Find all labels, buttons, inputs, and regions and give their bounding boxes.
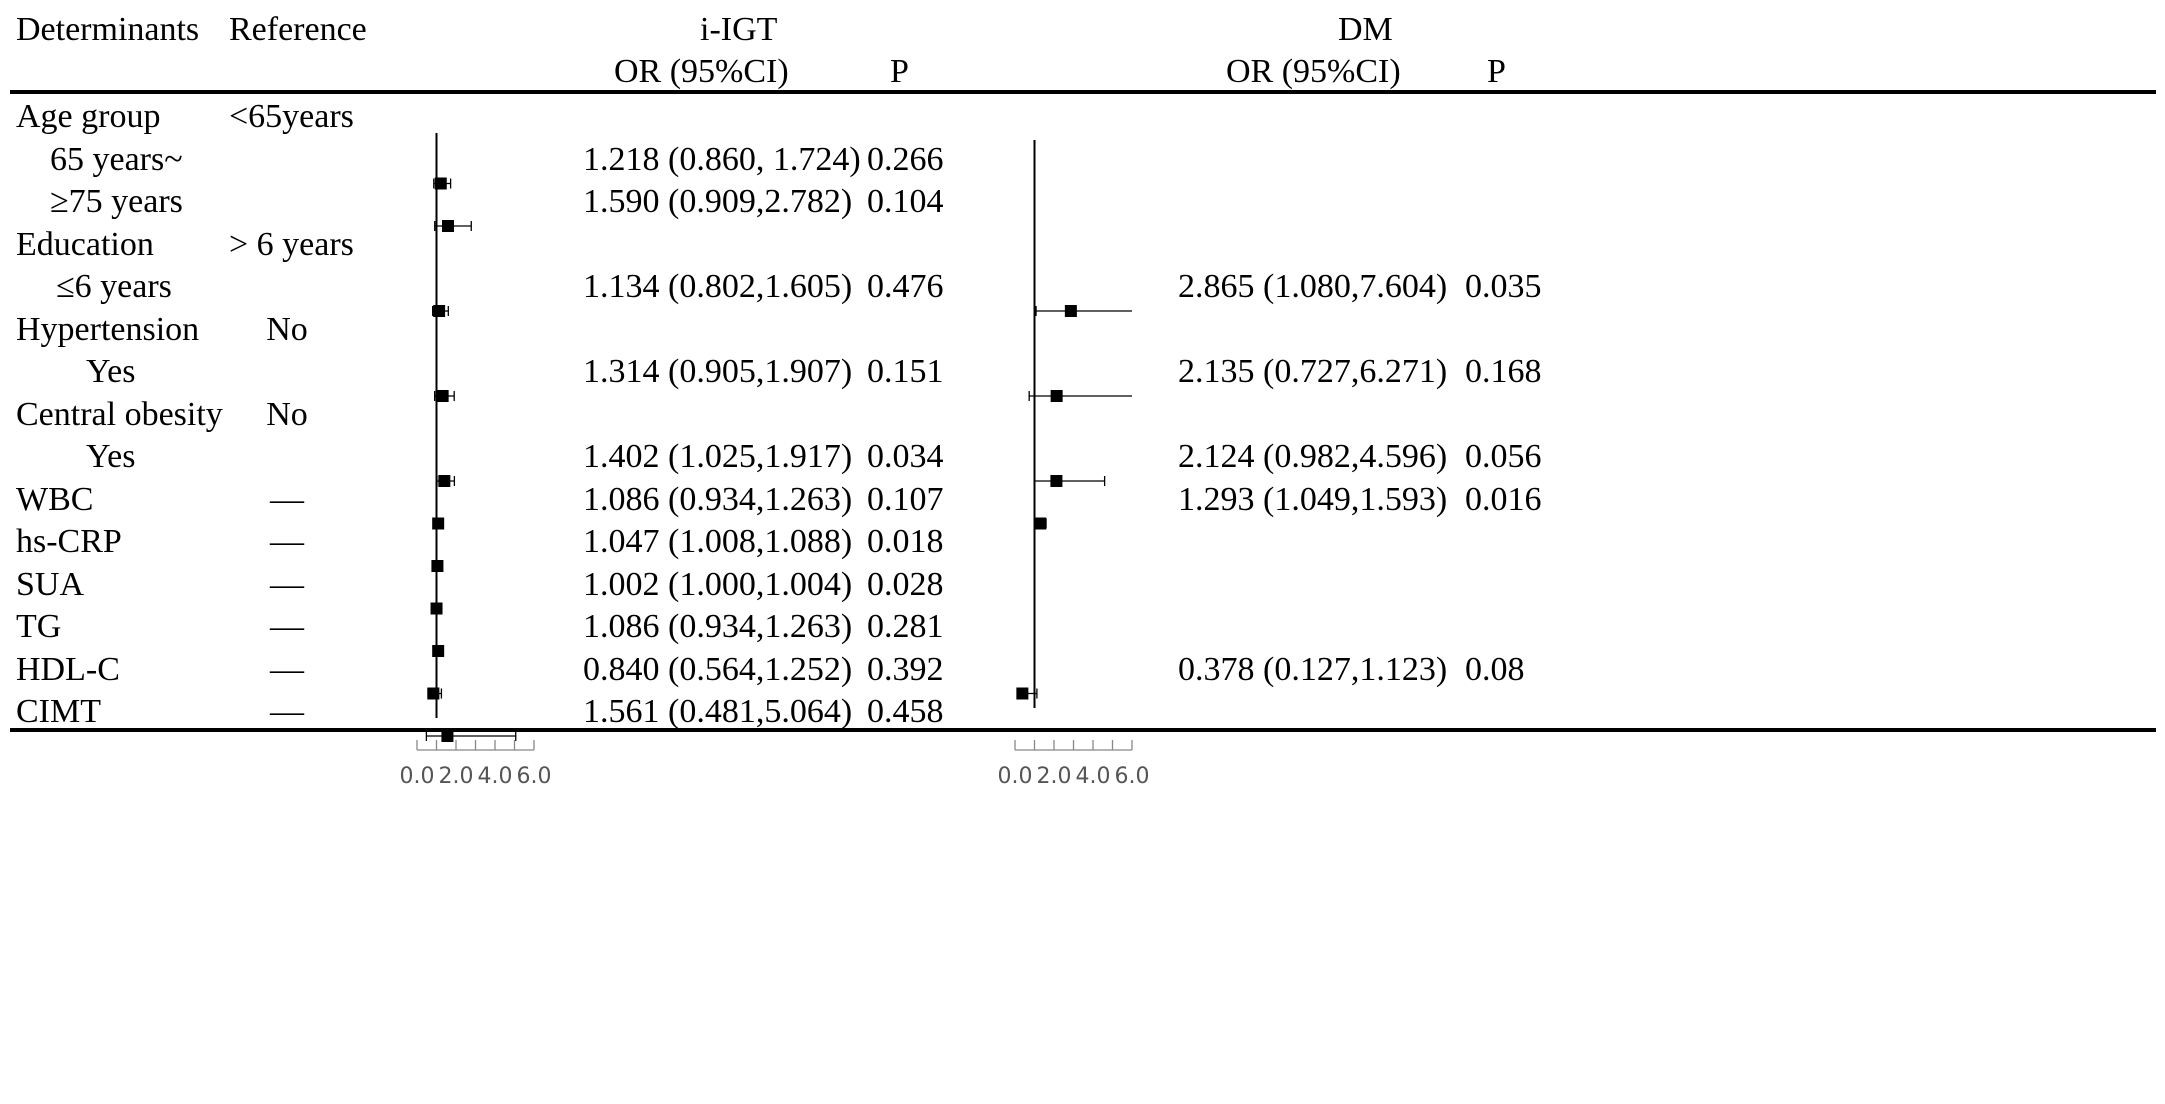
row-label: Hypertension xyxy=(16,310,200,348)
row-label: Yes xyxy=(86,353,136,390)
row-reference: No xyxy=(266,310,308,348)
row-label: SUA xyxy=(16,565,85,603)
row-or-dm: 2.135 (0.727,6.271) xyxy=(1178,353,1448,390)
row-reference: — xyxy=(270,565,304,603)
point-estimate xyxy=(434,177,447,190)
row-reference: — xyxy=(270,693,304,730)
row-label: Yes xyxy=(86,438,136,475)
row-p-dm: 0.035 xyxy=(1465,268,1542,305)
row-or-iigt: 1.002 (1.000,1.004) xyxy=(583,565,853,603)
point-estimate xyxy=(1016,687,1029,700)
header-or-dm: OR (95%CI) xyxy=(1226,53,1401,90)
row-label: ≤6 years xyxy=(56,268,172,305)
point-estimate xyxy=(432,645,445,657)
header-group-dm: DM xyxy=(1338,11,1393,48)
row-p-iigt: 0.476 xyxy=(867,268,944,305)
row-p-dm: 0.08 xyxy=(1465,650,1525,688)
row-label: WBC xyxy=(16,480,94,518)
row-reference: — xyxy=(270,523,304,560)
row-label: 65 years~ xyxy=(50,140,183,178)
point-estimate xyxy=(1064,305,1077,317)
x-tick-label: 6.0 xyxy=(517,764,552,789)
row-label: TG xyxy=(16,608,62,645)
row-p-iigt: 0.034 xyxy=(867,438,944,475)
point-estimate xyxy=(430,602,443,615)
point-estimate xyxy=(441,730,454,742)
row-label: Central obesity xyxy=(16,395,223,433)
x-tick-label: 0.0 xyxy=(998,764,1033,789)
header-rule xyxy=(10,90,2156,94)
row-label: hs-CRP xyxy=(16,523,122,560)
row-p-iigt: 0.458 xyxy=(867,693,944,730)
point-estimate xyxy=(432,517,445,530)
point-estimate xyxy=(1050,390,1063,402)
row-or-iigt: 1.086 (0.934,1.263) xyxy=(583,608,853,645)
x-tick-label: 4.0 xyxy=(1076,764,1111,789)
row-p-iigt: 0.018 xyxy=(867,523,944,560)
header-determinants: Determinants xyxy=(16,11,200,48)
row-or-dm: 2.865 (1.080,7.604) xyxy=(1178,268,1448,305)
row-p-iigt: 0.392 xyxy=(867,650,944,688)
x-tick-label: 2.0 xyxy=(439,764,474,789)
row-or-iigt: 1.086 (0.934,1.263) xyxy=(583,480,853,518)
row-or-iigt: 1.134 (0.802,1.605) xyxy=(583,268,853,305)
row-or-iigt: 0.840 (0.564,1.252) xyxy=(583,650,853,688)
header-or-iigt: OR (95%CI) xyxy=(614,53,789,90)
row-label: Age group xyxy=(16,98,161,135)
row-or-iigt: 1.314 (0.905,1.907) xyxy=(583,353,853,390)
point-estimate xyxy=(427,687,440,700)
header-p-dm: P xyxy=(1487,53,1506,90)
header-reference: Reference xyxy=(229,11,367,48)
row-label: Education xyxy=(16,225,154,263)
row-or-iigt: 1.047 (1.008,1.088) xyxy=(583,523,853,560)
row-label: ≥75 years xyxy=(50,183,183,220)
row-reference: — xyxy=(270,480,304,518)
row-or-dm: 0.378 (0.127,1.123) xyxy=(1178,650,1448,688)
x-tick-label: 4.0 xyxy=(478,764,513,789)
row-p-dm: 0.168 xyxy=(1465,353,1542,390)
point-estimate xyxy=(1034,517,1047,530)
row-p-dm: 0.016 xyxy=(1465,480,1542,518)
row-or-iigt: 1.402 (1.025,1.917) xyxy=(583,438,853,475)
x-tick-label: 6.0 xyxy=(1115,764,1150,789)
row-p-dm: 0.056 xyxy=(1465,438,1542,475)
point-estimate xyxy=(1050,475,1063,487)
point-estimate xyxy=(438,475,451,487)
row-p-iigt: 0.281 xyxy=(867,608,944,645)
row-or-iigt: 1.561 (0.481,5.064) xyxy=(583,693,853,730)
header-group-iigt: i-IGT xyxy=(700,11,778,48)
row-label: HDL-C xyxy=(16,650,120,688)
row-or-dm: 1.293 (1.049,1.593) xyxy=(1178,480,1448,518)
point-estimate xyxy=(433,305,446,317)
header-p-iigt: P xyxy=(890,53,909,90)
row-or-iigt: 1.218 (0.860, 1.724) xyxy=(583,140,861,178)
point-estimate xyxy=(436,390,449,402)
row-p-iigt: 0.151 xyxy=(867,353,944,390)
row-label: CIMT xyxy=(16,693,101,730)
bottom-rule xyxy=(10,728,2156,732)
point-estimate xyxy=(442,220,455,232)
row-or-dm: 2.124 (0.982,4.596) xyxy=(1178,438,1448,475)
row-or-iigt: 1.590 (0.909,2.782) xyxy=(583,183,853,220)
point-estimate xyxy=(431,560,444,572)
row-p-iigt: 0.266 xyxy=(867,140,944,178)
row-reference: <65years xyxy=(229,98,354,135)
row-reference: No xyxy=(266,395,308,433)
row-p-iigt: 0.104 xyxy=(867,183,944,220)
x-tick-label: 0.0 xyxy=(400,764,435,789)
row-reference: — xyxy=(270,650,304,688)
row-reference: > 6 years xyxy=(229,225,354,263)
row-p-iigt: 0.107 xyxy=(867,480,944,518)
row-reference: — xyxy=(270,608,304,645)
row-p-iigt: 0.028 xyxy=(867,565,944,603)
x-tick-label: 2.0 xyxy=(1037,764,1072,789)
